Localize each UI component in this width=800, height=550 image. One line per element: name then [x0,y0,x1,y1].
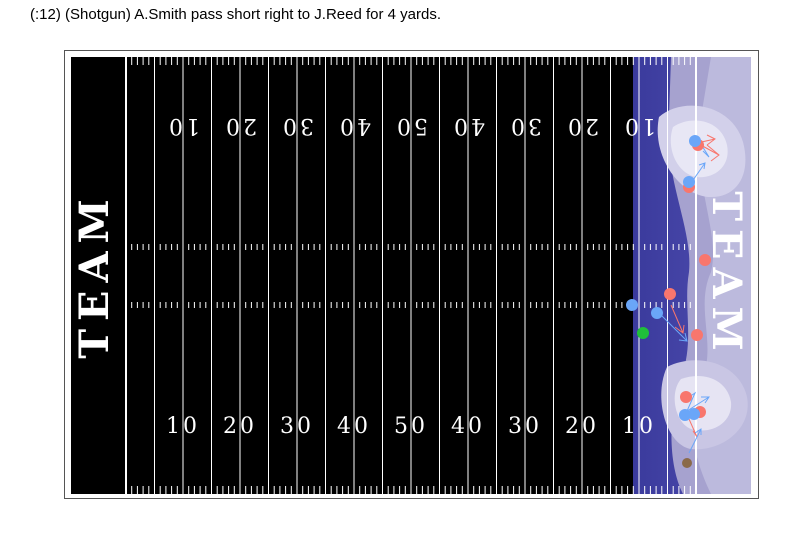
yard-numbers-top: 10 20 30 40 50 40 30 20 10 [166,113,656,138]
defense-player [699,254,711,266]
yard-number-top: 50 [394,113,428,138]
movement-arrow [688,428,702,454]
movement-arrow [686,396,710,412]
endzone-left [71,57,126,494]
yard-number-bottom: 40 [337,414,371,439]
yard-lines [125,57,697,494]
endzone-right-label: TEAM [703,191,750,359]
offense-player [626,299,638,311]
offense-player [688,408,700,420]
yard-number-bottom: 20 [565,414,599,439]
offense-player [683,176,695,188]
yard-number-top: 30 [508,113,542,138]
movement-arrow [670,304,685,334]
yard-number-bottom: 30 [280,414,314,439]
endzone-left-label: TEAM [71,191,118,359]
offense-player [689,135,701,147]
hash-marks [125,57,697,494]
yard-number-bottom: 40 [451,414,485,439]
offense-player [679,409,691,421]
ball-carrier [637,327,649,339]
yard-number-top: 30 [280,113,314,138]
defense-player [664,288,676,300]
defense-player [680,391,692,403]
football-field: TEAM TEAM 10 20 30 40 50 40 30 20 10 10 20 30 40 50 4… [71,57,751,494]
offense-player [651,307,663,319]
yard-number-top: 20 [223,113,257,138]
defense-player [691,329,703,341]
yard-numbers-bottom: 10 20 30 40 50 40 30 20 10 [166,414,656,439]
yard-number-top: 20 [565,113,599,138]
football [682,458,692,468]
yard-number-top: 10 [166,113,200,138]
yard-number-top: 10 [622,113,656,138]
yard-number-bottom: 50 [394,414,428,439]
yard-number-bottom: 10 [622,414,656,439]
yard-number-bottom: 30 [508,414,542,439]
players [626,135,711,468]
yard-number-bottom: 10 [166,414,200,439]
play-description: (:12) (Shotgun) A.Smith pass short right… [30,6,442,23]
yard-number-bottom: 20 [223,414,257,439]
yard-number-top: 40 [337,113,371,138]
yard-number-top: 40 [451,113,485,138]
